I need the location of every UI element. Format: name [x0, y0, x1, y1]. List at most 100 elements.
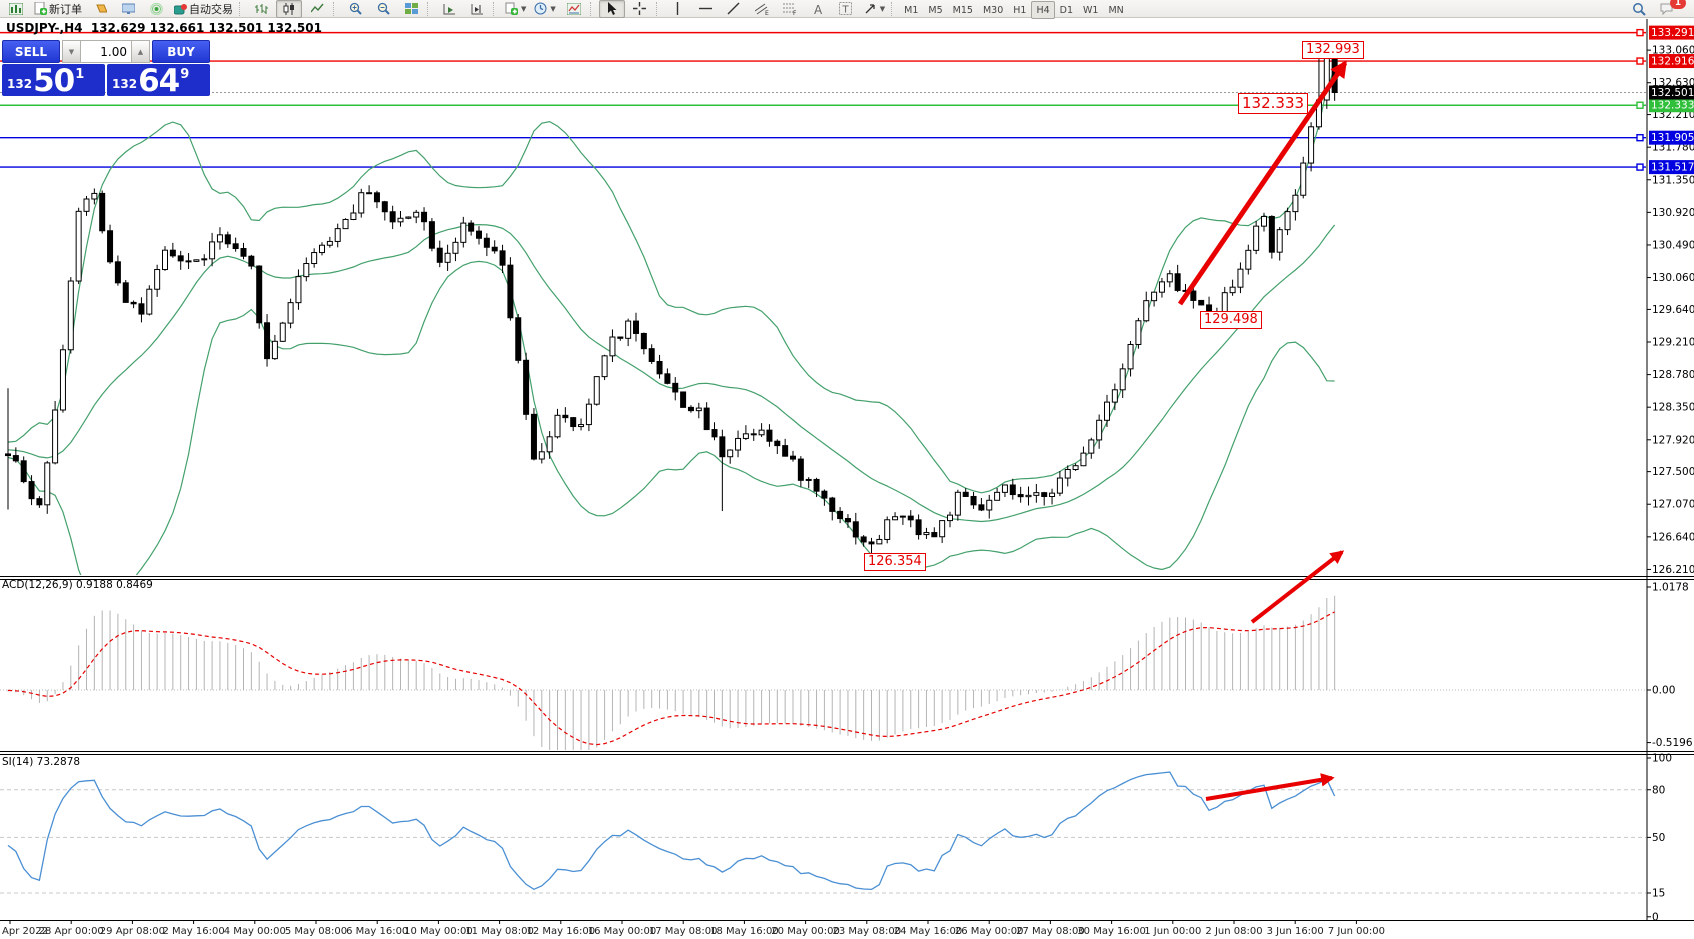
autotrading-button[interactable]: 自动交易	[171, 0, 236, 18]
timeframe-M5[interactable]: M5	[928, 4, 943, 16]
timeframe-M15[interactable]: M15	[952, 4, 973, 16]
svg-text:-0.5196: -0.5196	[1652, 737, 1693, 749]
styler-icon[interactable]	[87, 0, 113, 18]
autoscroll-icon[interactable]	[436, 0, 462, 18]
trend-arrow-rsi[interactable]	[1205, 773, 1335, 801]
svg-text:5 May 08:00: 5 May 08:00	[285, 926, 347, 937]
svg-text:17 May 08:00: 17 May 08:00	[649, 926, 718, 937]
svg-text:2 May 16:00: 2 May 16:00	[162, 926, 224, 937]
new-order-label: 新订单	[49, 2, 82, 16]
sell-price-sup: 1	[75, 67, 85, 82]
price-axis[interactable]: 133.060132.630132.210131.780131.350130.9…	[1636, 25, 1694, 924]
toolbar-separator	[655, 1, 662, 16]
volume-decrease-button[interactable]: ▼	[62, 40, 81, 63]
signals-icon[interactable]	[143, 0, 169, 18]
svg-text:12 May 16:00: 12 May 16:00	[527, 926, 596, 937]
svg-text:Apr 2022: Apr 2022	[2, 926, 48, 937]
indicators-menu-button[interactable]: ▼	[502, 0, 529, 18]
buy-price-sup: 9	[180, 67, 190, 82]
crosshair-tool[interactable]	[627, 0, 653, 18]
timeframe-M1[interactable]: M1	[904, 4, 919, 16]
text-label-tool[interactable]: T	[833, 0, 859, 18]
dropdown-arrow-icon: ▼	[550, 4, 556, 13]
buy-price-panel[interactable]: 132 64 9	[107, 63, 210, 99]
svg-text:131.350: 131.350	[1652, 174, 1694, 186]
svg-text:129.640: 129.640	[1652, 304, 1694, 316]
toolbar-separator	[493, 1, 499, 16]
svg-text:127.920: 127.920	[1652, 434, 1694, 446]
level-endpoint-marker	[1636, 57, 1644, 65]
notifications-button[interactable]: 1	[1654, 0, 1686, 18]
svg-text:16 May 00:00: 16 May 00:00	[588, 926, 657, 937]
timeframe-M30[interactable]: M30	[982, 4, 1004, 16]
chart-window-icon[interactable]	[3, 0, 29, 18]
svg-text:128.780: 128.780	[1652, 369, 1694, 381]
rsi-line	[7, 771, 1336, 891]
svg-text:1.0178: 1.0178	[1652, 581, 1689, 593]
tile-windows-icon[interactable]	[398, 0, 424, 18]
volume-input[interactable]	[81, 40, 131, 63]
timeframe-D1[interactable]: D1	[1059, 4, 1074, 16]
svg-text:132.501: 132.501	[1651, 87, 1694, 99]
svg-text:128.350: 128.350	[1652, 402, 1694, 414]
buy-price-big: 64	[138, 63, 180, 99]
vertical-line-tool[interactable]	[665, 0, 691, 18]
svg-text:18 May 16:00: 18 May 16:00	[710, 926, 779, 937]
fibonacci-tool[interactable]: F	[777, 0, 803, 18]
candlestick-chart-icon[interactable]	[276, 0, 302, 18]
macd-indicator-label: ACD(12,26,9) 0.9188 0.8469	[2, 579, 153, 591]
level-endpoint-marker	[1636, 101, 1644, 109]
svg-text:4 May 00:00: 4 May 00:00	[224, 926, 286, 937]
search-icon[interactable]	[1626, 0, 1652, 18]
trend-arrow-macd[interactable]	[1250, 550, 1345, 624]
price-label-resistance[interactable]: 132.333	[1238, 93, 1309, 114]
line-chart-icon[interactable]	[304, 0, 330, 18]
svg-text:131.905: 131.905	[1651, 132, 1694, 144]
price-label-swing-low[interactable]: 129.498	[1200, 311, 1262, 329]
chart-shift-icon[interactable]	[464, 0, 490, 18]
timeframes-menu-button[interactable]: ▼	[531, 0, 558, 18]
chart-background	[0, 18, 1694, 939]
new-order-button[interactable]: 新订单	[31, 0, 85, 18]
price-label-major-low[interactable]: 126.354	[864, 553, 926, 571]
trendline-tool[interactable]	[721, 0, 747, 18]
trend-arrow-price[interactable]	[1177, 60, 1348, 306]
svg-text:10 May 00:00: 10 May 00:00	[404, 926, 473, 937]
svg-text:130.920: 130.920	[1652, 207, 1694, 219]
svg-text:130.060: 130.060	[1652, 272, 1694, 284]
zoom-in-icon[interactable]	[342, 0, 368, 18]
sell-price-big: 50	[33, 63, 75, 99]
cursor-tool[interactable]	[598, 0, 625, 18]
bollinger-upper-band	[7, 68, 1336, 494]
svg-text:132.333: 132.333	[1651, 100, 1694, 112]
buy-price-base: 132	[112, 77, 138, 91]
main-price-panel	[0, 31, 1646, 575]
svg-text:2 Jun 08:00: 2 Jun 08:00	[1205, 926, 1262, 937]
strategy-tester-icon[interactable]	[561, 0, 587, 18]
bar-chart-icon[interactable]	[248, 0, 274, 18]
dropdown-arrow-icon: ▼	[521, 4, 527, 13]
zoom-out-icon[interactable]	[370, 0, 396, 18]
sell-price-panel[interactable]: 132 50 1	[2, 63, 105, 99]
timeframe-W1[interactable]: W1	[1083, 4, 1099, 16]
profiles-icon[interactable]	[115, 0, 141, 18]
timeframe-H4[interactable]: H4	[1031, 1, 1055, 20]
equidistant-channel-tool[interactable]: E	[749, 0, 775, 18]
svg-text:7 Jun 00:00: 7 Jun 00:00	[1328, 926, 1385, 937]
horizontal-line-tool[interactable]	[693, 0, 719, 18]
timeframe-H1[interactable]: H1	[1013, 4, 1027, 16]
text-tool[interactable]: A	[805, 0, 831, 18]
svg-text:F: F	[793, 10, 797, 15]
price-label-recent-high[interactable]: 132.993	[1302, 41, 1364, 59]
svg-text:0: 0	[1652, 911, 1659, 923]
buy-button[interactable]: BUY	[152, 40, 210, 63]
svg-text:T: T	[842, 5, 850, 16]
timeframe-MN[interactable]: MN	[1108, 4, 1124, 16]
sell-button[interactable]: SELL	[2, 40, 60, 63]
volume-increase-button[interactable]: ▲	[131, 40, 150, 63]
arrows-tool-button[interactable]: ▼	[861, 0, 888, 18]
toolbar: 新订单 自动交易	[0, 0, 1694, 20]
